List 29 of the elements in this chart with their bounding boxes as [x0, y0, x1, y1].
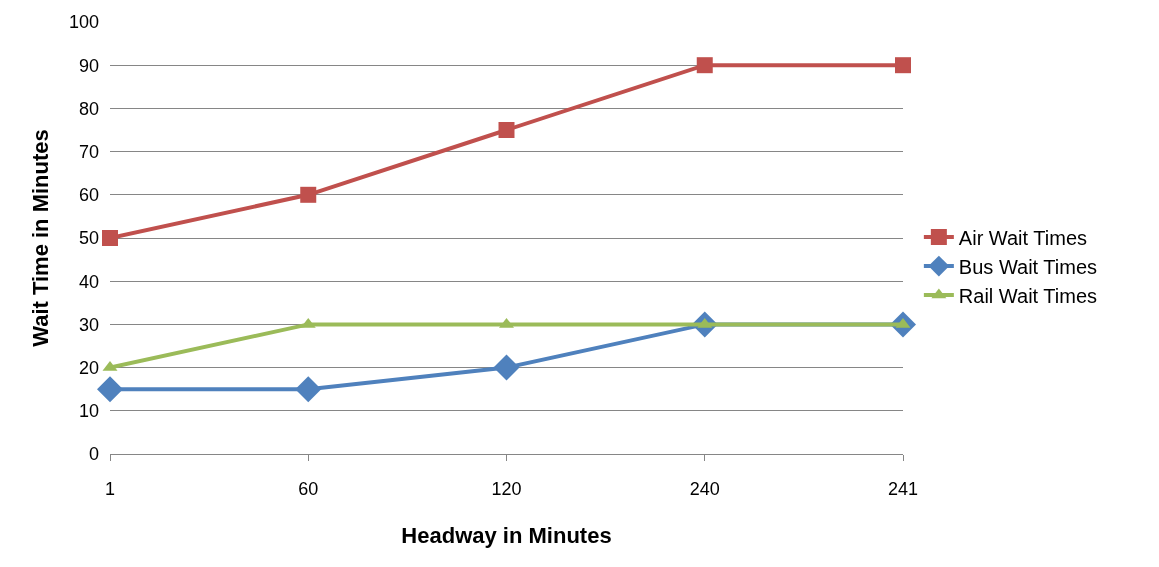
x-tick-label: 240: [689, 478, 720, 499]
point: [300, 186, 317, 203]
point: [295, 376, 322, 403]
point: [498, 122, 515, 138]
y-axis-title: Wait Time in Minutes: [27, 129, 53, 347]
x-tick-label: 120: [491, 478, 522, 499]
x-tick-label: 60: [298, 478, 319, 499]
legend-label: Bus Wait Times: [958, 255, 1098, 278]
y-tick-label: 70: [78, 141, 99, 162]
y-tick-label: 0: [88, 444, 99, 465]
y-tick-label: 90: [78, 55, 99, 76]
x-tick-label: 1: [104, 478, 116, 499]
legend-label: Rail Wait Times: [958, 284, 1098, 307]
y-tick-label: 30: [78, 314, 99, 335]
point: [102, 230, 118, 246]
y-tick-label: 60: [78, 185, 99, 206]
x-axis-title: Headway in Minutes: [401, 523, 612, 549]
y-tick-label: 100: [68, 12, 99, 33]
y-tick-label: 20: [78, 357, 99, 378]
point: [97, 376, 123, 403]
legend-label: Air Wait Times: [958, 226, 1088, 249]
y-tick-label: 40: [78, 271, 99, 292]
x-tick-label: 241: [887, 478, 919, 499]
y-tick-label: 80: [78, 98, 99, 119]
point: [493, 354, 520, 381]
y-tick-label: 50: [78, 228, 99, 249]
point: [696, 57, 713, 74]
point: [895, 57, 911, 74]
y-tick-label: 10: [78, 401, 99, 422]
